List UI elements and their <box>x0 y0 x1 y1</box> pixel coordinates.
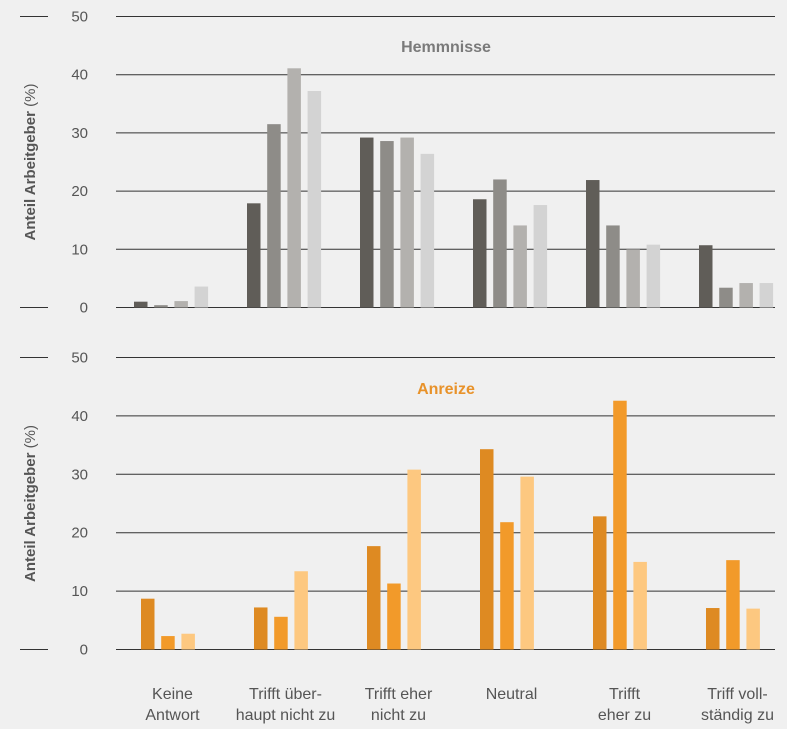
y-tick-label: 30 <box>71 466 88 483</box>
y-axis-label: Anteil Arbeitgeber (%) <box>22 84 39 241</box>
bar <box>161 636 175 650</box>
bar <box>706 608 720 650</box>
bar <box>294 571 308 650</box>
panel-title: Anreize <box>417 381 475 398</box>
bar <box>287 68 301 308</box>
bar <box>194 286 209 308</box>
bar <box>400 137 414 308</box>
x-category-label: Neutral <box>486 686 538 703</box>
panel-title: Hemmnisse <box>401 39 491 56</box>
bar <box>420 153 435 308</box>
bar <box>407 469 421 650</box>
bar <box>520 476 534 650</box>
bar <box>533 205 548 308</box>
bar <box>746 608 760 650</box>
y-tick-label: 40 <box>71 408 88 425</box>
x-category-label: Triff voll-ständig zu <box>701 686 774 724</box>
bar <box>267 124 281 308</box>
bar <box>719 287 733 308</box>
y-tick-label: 20 <box>71 525 88 542</box>
bar <box>500 522 514 650</box>
x-category-label: Trifft über-haupt nicht zu <box>236 686 336 724</box>
y-axis-label: Anteil Arbeitgeber (%) <box>22 425 39 582</box>
bar <box>134 301 148 308</box>
y-tick-label: 10 <box>71 241 88 258</box>
y-tick-label: 0 <box>80 300 88 317</box>
y-tick-label: 40 <box>71 67 88 84</box>
bar <box>360 137 374 308</box>
x-category-label: Keine Antwort <box>145 686 200 724</box>
bar <box>154 305 168 308</box>
x-category-label: Trifft eher zu <box>598 686 651 724</box>
bar <box>606 225 620 308</box>
bar <box>646 244 661 308</box>
bar <box>593 516 607 650</box>
bar <box>759 283 774 308</box>
bar <box>626 249 640 308</box>
bar <box>274 616 288 650</box>
y-tick-label: 0 <box>80 642 88 659</box>
bar <box>380 141 394 308</box>
bar <box>247 203 261 308</box>
panel-anreize: 0 10 20 30 40 50 Anteil Arbeitgeber (%) Anreize <box>20 350 775 659</box>
bar <box>181 633 195 650</box>
bar <box>473 199 487 308</box>
panel-hemmnisse: 0 10 20 30 40 50 Anteil Arbeitgeber (%) Hemmnis… <box>20 9 775 317</box>
y-tick-label: 50 <box>71 9 88 26</box>
bar <box>513 225 527 308</box>
bar <box>480 449 494 650</box>
bar <box>739 283 753 308</box>
bar <box>367 546 381 650</box>
y-tick-label: 10 <box>71 583 88 600</box>
bar <box>493 179 507 308</box>
bar <box>613 400 627 650</box>
bar <box>174 301 188 308</box>
bar <box>726 560 740 650</box>
bar <box>141 598 155 650</box>
y-tick-label: 30 <box>71 125 88 142</box>
x-category-label: Trifft eher nicht zu <box>365 686 433 724</box>
bar <box>254 607 268 650</box>
y-tick-label: 50 <box>71 350 88 367</box>
bar <box>387 583 401 650</box>
y-tick-label: 20 <box>71 183 88 200</box>
bar <box>699 245 713 308</box>
bar <box>586 180 600 308</box>
bar <box>633 561 647 650</box>
bar <box>307 90 322 308</box>
